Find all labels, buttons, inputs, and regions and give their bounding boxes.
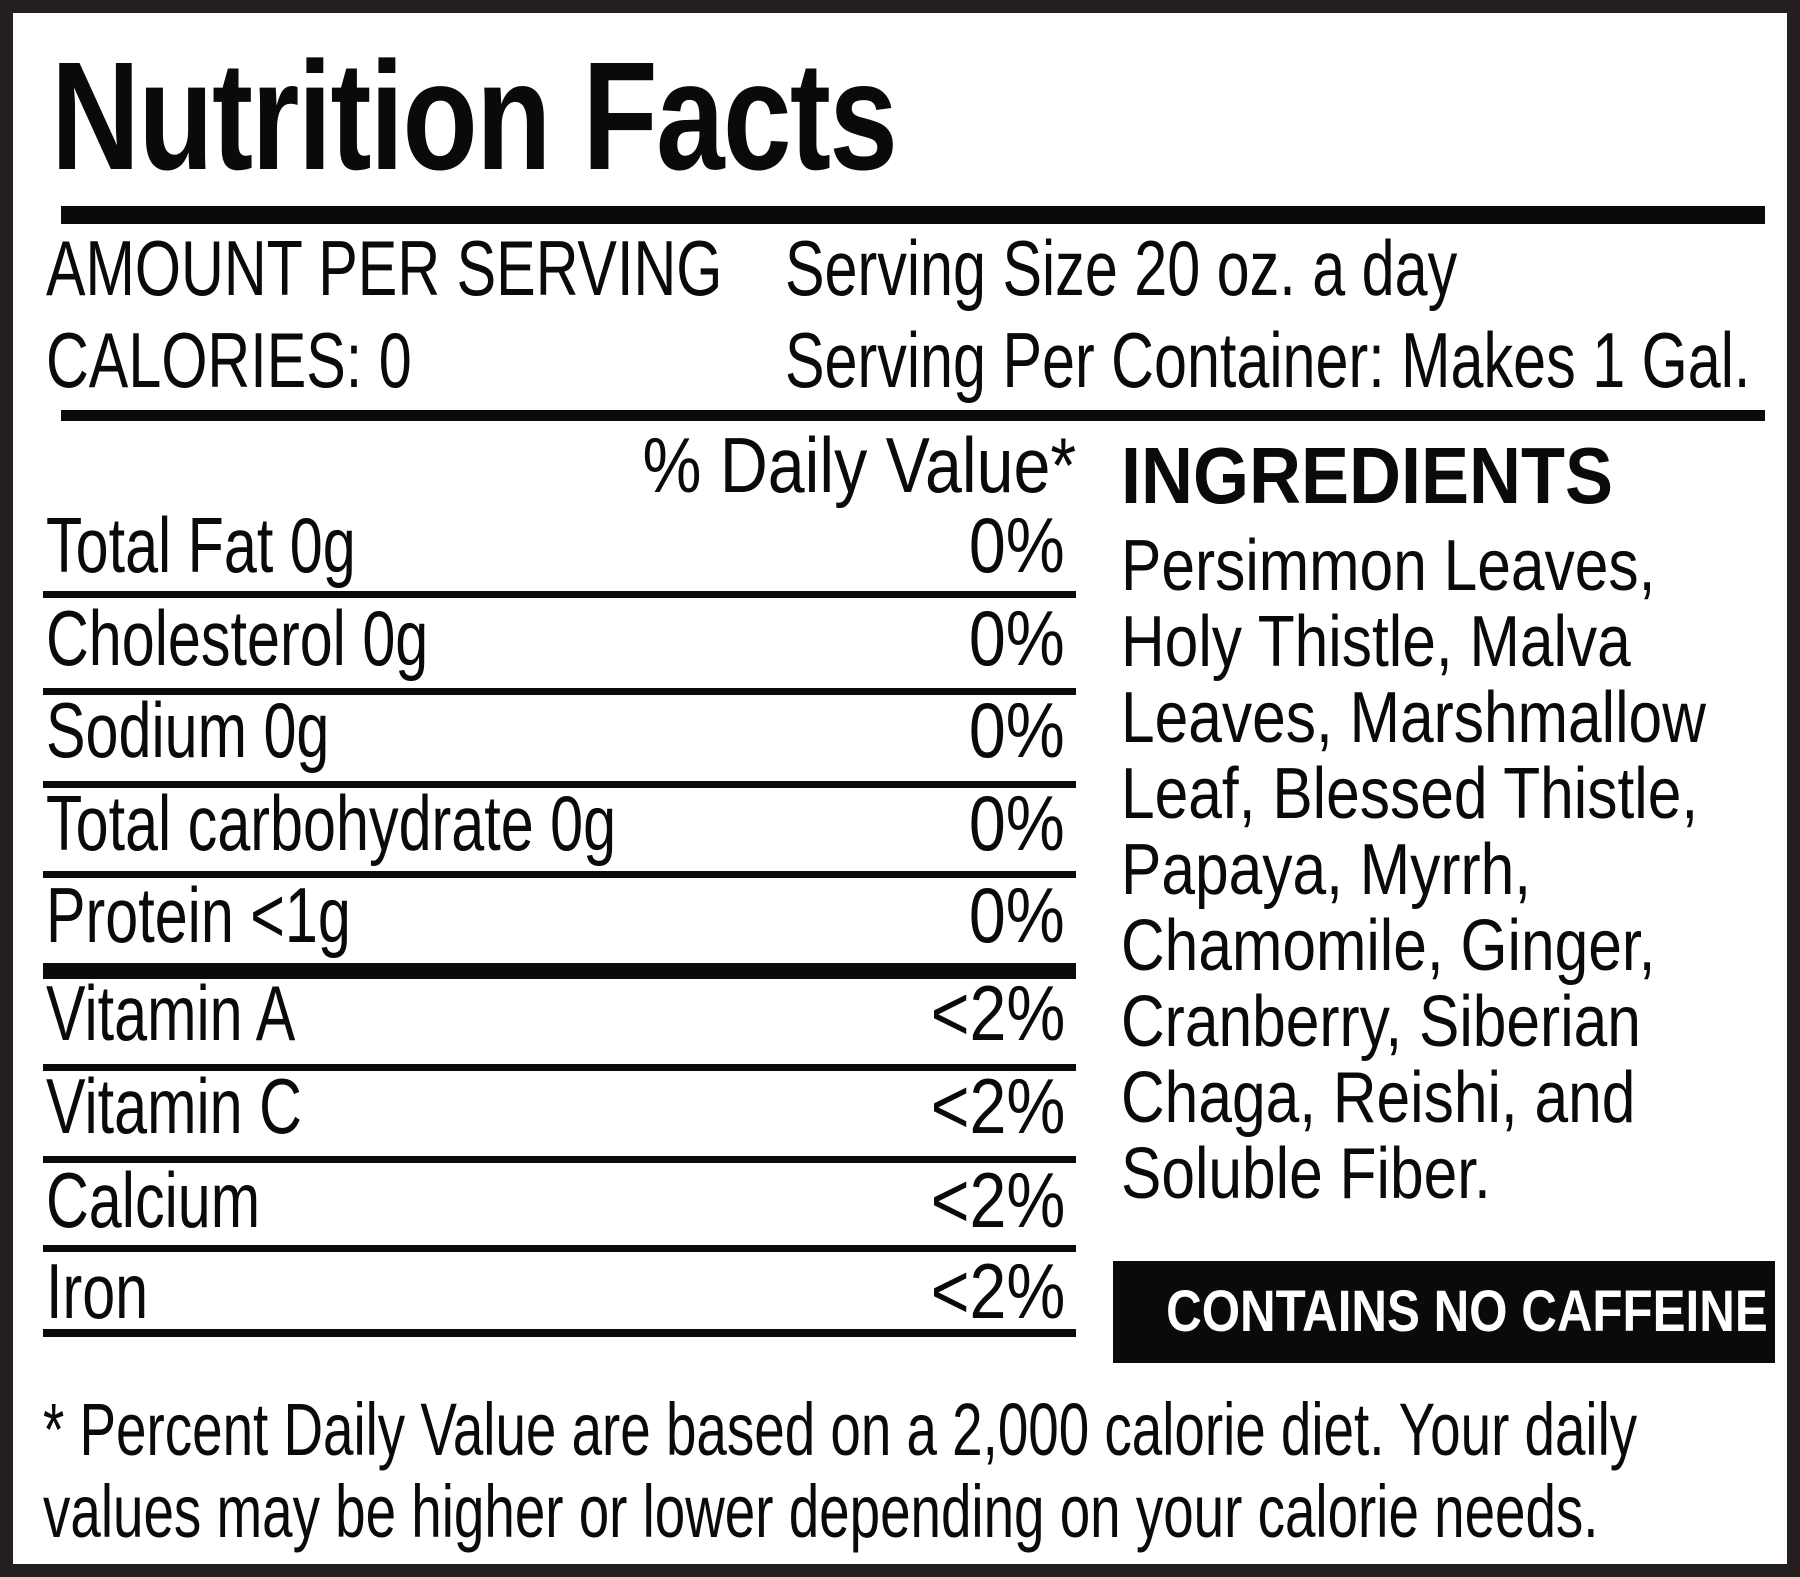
ingredients-line: Chaga, Reishi, and (1121, 1058, 1636, 1138)
nutrient-value-protein: 0% (969, 871, 1065, 959)
nutrient-value-carbohydrate: 0% (969, 779, 1065, 867)
row-separator (43, 1245, 1076, 1252)
nutrient-value-cholesterol: 0% (969, 594, 1065, 682)
vitamin-value-c: <2% (930, 1062, 1065, 1150)
row-separator (43, 781, 1076, 788)
mineral-value-iron: <2% (930, 1247, 1065, 1335)
row-separator (43, 591, 1076, 598)
ingredients-line: Soluble Fiber. (1121, 1134, 1491, 1214)
row-separator (43, 1329, 1076, 1337)
vitamin-row-a: Vitamin A (46, 969, 296, 1057)
nutrient-value-total-fat: 0% (969, 501, 1065, 589)
footnote-line-2: values may be higher or lower depending … (43, 1470, 1599, 1553)
calories: CALORIES: 0 (46, 316, 412, 404)
mineral-row-calcium: Calcium (46, 1156, 261, 1244)
nutrient-row-cholesterol: Cholesterol 0g (46, 594, 429, 682)
no-caffeine-badge: CONTAINS NO CAFFEINE (1113, 1261, 1775, 1363)
nutrient-row-carbohydrate: Total carbohydrate 0g (46, 779, 617, 867)
servings-per-container: Serving Per Container: Makes 1 Gal. (785, 316, 1751, 404)
ingredients-line: Holy Thistle, Malva (1121, 602, 1631, 682)
nutrient-value-sodium: 0% (969, 686, 1065, 774)
section-divider-bar (43, 963, 1076, 979)
vitamin-row-c: Vitamin C (46, 1062, 302, 1150)
daily-value-header: % Daily Value* (642, 421, 1076, 509)
label-title-text: Nutrition Facts (51, 30, 898, 202)
mineral-value-calcium: <2% (930, 1156, 1065, 1244)
vitamin-value-a: <2% (930, 969, 1065, 1057)
ingredients-line: Cranberry, Siberian (1121, 982, 1641, 1062)
nutrient-row-protein: Protein <1g (46, 871, 351, 959)
ingredients-line: Papaya, Myrrh, (1121, 830, 1532, 910)
ingredients-line: Chamomile, Ginger, (1121, 906, 1656, 986)
nutrient-row-total-fat: Total Fat 0g (46, 501, 356, 589)
footnote-line-1: * Percent Daily Value are based on a 2,0… (43, 1388, 1638, 1471)
title-divider-bar (61, 206, 1765, 224)
amount-per-serving: AMOUNT PER SERVING (46, 224, 723, 312)
mineral-row-iron: Iron (46, 1247, 149, 1335)
ingredients-line: Leaves, Marshmallow (1121, 678, 1706, 758)
label-title: Nutrition Facts (51, 39, 1108, 193)
row-separator (43, 871, 1076, 878)
row-separator (43, 1156, 1076, 1163)
no-caffeine-badge-text: CONTAINS NO CAFFEINE (1166, 1279, 1768, 1344)
ingredients-line: Persimmon Leaves, (1121, 526, 1656, 606)
nutrient-row-sodium: Sodium 0g (46, 686, 330, 774)
serving-divider-bar (61, 410, 1765, 421)
ingredients-line: Leaf, Blessed Thistle, (1121, 754, 1699, 834)
ingredients-heading: INGREDIENTS (1121, 431, 1614, 520)
row-separator (43, 1064, 1076, 1071)
serving-size: Serving Size 20 oz. a day (785, 224, 1458, 312)
row-separator (43, 688, 1076, 695)
